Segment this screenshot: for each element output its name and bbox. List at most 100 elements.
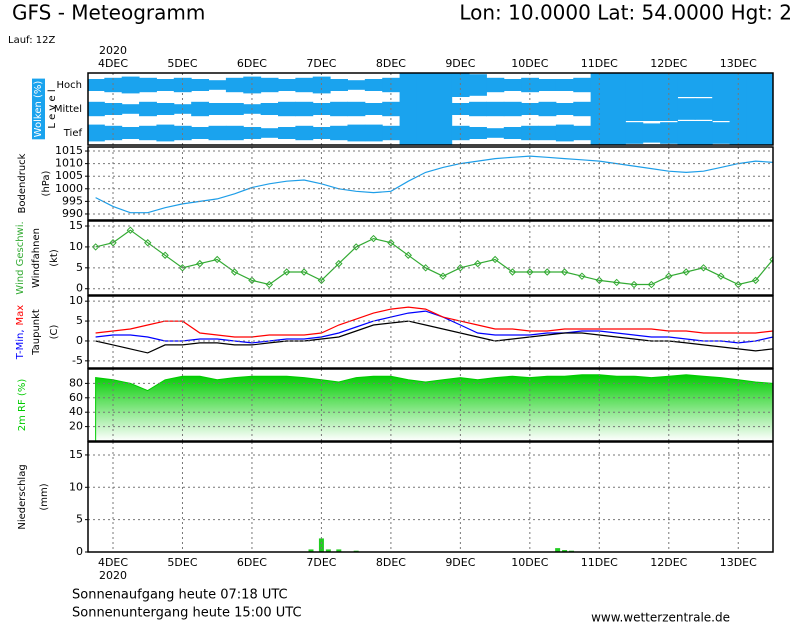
y-tick-label: 5 <box>76 314 83 327</box>
axis-label: (kt) <box>49 249 60 267</box>
marker <box>248 276 256 285</box>
cloud-cell <box>330 101 348 117</box>
bar <box>562 550 568 552</box>
axis-label-part: Windfahnen <box>31 228 42 288</box>
axis-label-part: (kt) <box>49 249 60 267</box>
location: Lon: 10.0000 Lat: 54.0000 Hgt: 2 <box>459 1 792 25</box>
cloud-cell <box>764 97 773 121</box>
cloud-cell <box>677 73 696 97</box>
cloud-cell <box>712 122 731 144</box>
axis-label: 2m RF (%) <box>17 379 28 432</box>
panel-bg <box>88 221 773 295</box>
run: Lauf: 12Z <box>8 35 55 46</box>
cloud-cell <box>225 77 244 93</box>
cloud-cell <box>746 121 765 145</box>
cloud-cell <box>469 101 487 117</box>
year-label: 2020 <box>99 569 127 582</box>
sunrise: Sonnenaufgang heute 07:18 UTC <box>72 588 288 603</box>
y-tick-label: 1015 <box>55 144 83 157</box>
y-tick-label: 995 <box>62 194 83 207</box>
bar <box>325 549 331 552</box>
cloud-cell <box>555 124 574 142</box>
cloud-cell <box>191 79 210 91</box>
line <box>95 320 773 354</box>
y-tick-label: 1010 <box>55 157 83 170</box>
x-tick-label: 8DEC <box>376 556 406 569</box>
marker <box>665 272 673 280</box>
cloud-cell <box>156 103 175 115</box>
cloud-cell <box>625 73 644 97</box>
bar <box>308 549 314 552</box>
x-tick-label: 6DEC <box>237 556 267 569</box>
y-tick-label: 10 <box>69 240 83 253</box>
marker <box>352 243 360 251</box>
line <box>95 310 773 344</box>
panel-bg <box>88 296 773 368</box>
y-tick-label: 1000 <box>55 182 83 195</box>
axis-label: Taupunkt <box>31 309 42 356</box>
x-tick-label: 12DEC <box>650 57 687 70</box>
cloud-cell <box>712 97 731 121</box>
level-label: Hoch <box>57 80 82 91</box>
cloud-cell <box>88 79 105 91</box>
x-tick-label: 11DEC <box>581 57 618 70</box>
cloud-cell <box>278 79 296 91</box>
marker <box>612 278 621 287</box>
cloud-cell <box>88 101 105 117</box>
y-tick-label: 60 <box>69 391 83 404</box>
axis-label-bg <box>32 78 45 140</box>
marker <box>282 268 291 276</box>
cloud-cell <box>208 125 227 141</box>
marker <box>230 268 239 276</box>
marker <box>682 268 690 276</box>
cloud-cell <box>677 98 696 120</box>
marker <box>161 251 169 259</box>
bar <box>318 538 324 552</box>
marker <box>196 259 204 268</box>
cloud-cell <box>538 125 557 141</box>
cloud-cell <box>573 101 592 117</box>
cloud-cell <box>642 123 661 143</box>
cloud-cell <box>399 97 418 121</box>
cloud-cell <box>295 101 314 117</box>
marker <box>699 264 708 272</box>
x-tick-label: 6DEC <box>237 57 267 70</box>
x-tick-label: 5DEC <box>167 556 197 569</box>
cloud-cell <box>746 73 765 97</box>
cloud-cell <box>88 124 105 142</box>
axis-label-part: Wolken (%) <box>33 81 44 138</box>
cloud-cell <box>121 76 140 94</box>
axis-label-part: T-Min, <box>15 329 26 360</box>
cloud-cell <box>191 127 210 139</box>
y-tick-label: 10 <box>69 294 83 307</box>
cloud-cell <box>555 103 574 115</box>
cloud-cell <box>486 128 505 138</box>
x-tick-label: 10DEC <box>511 556 548 569</box>
cloud-cell <box>225 103 244 115</box>
x-tick-label: 5DEC <box>167 57 197 70</box>
y-tick-label: 990 <box>62 207 83 220</box>
level-label: Mittel <box>54 104 82 115</box>
y-tick-label: 15 <box>69 448 83 461</box>
cloud-cell <box>330 125 348 141</box>
cloud-cell <box>364 103 383 115</box>
y-tick-label: 5 <box>76 261 83 274</box>
panel-frame <box>87 295 774 369</box>
cloud-cell <box>295 77 314 93</box>
x-tick-label: 9DEC <box>445 57 475 70</box>
x-tick-label: 4DEC <box>98 556 128 569</box>
marker <box>474 259 482 268</box>
cloud-cell <box>278 127 296 139</box>
cloud-cell <box>399 121 418 145</box>
marker <box>439 272 447 280</box>
marker <box>317 276 326 285</box>
axis-label-part: 2m RF (%) <box>17 379 28 432</box>
line <box>95 155 773 214</box>
axis-label: Wolken (%) <box>33 81 44 138</box>
x-tick-label: 13DEC <box>720 57 757 70</box>
cloud-cell <box>434 97 453 121</box>
cloud-cell <box>764 73 773 97</box>
cloud-cell <box>416 73 435 97</box>
sunset: Sonnenuntergang heute 15:00 UTC <box>72 606 302 621</box>
marker <box>560 268 569 276</box>
